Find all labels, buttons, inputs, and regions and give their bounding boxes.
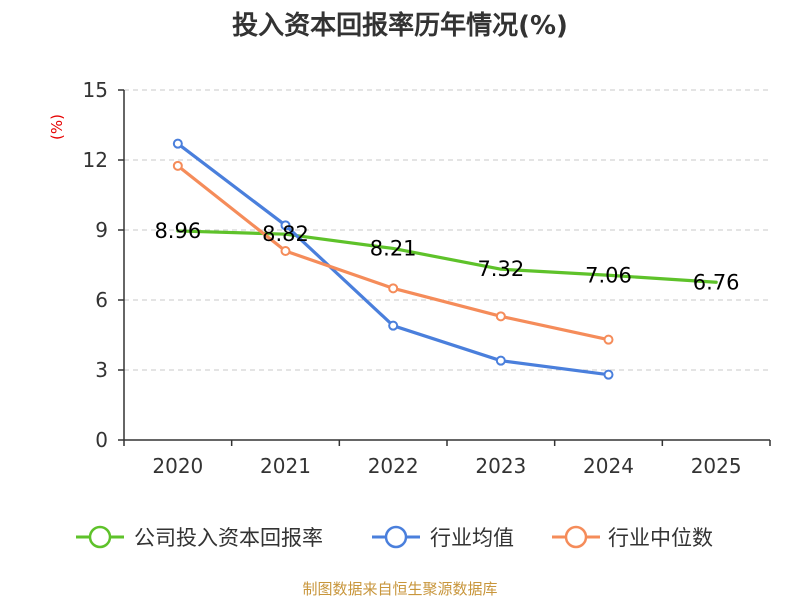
- series-line-0: [176, 229, 718, 284]
- legend[interactable]: 公司投入资本回报率 行业均值 行业中位数: [76, 525, 713, 550]
- x-tick-label: 2022: [368, 454, 419, 478]
- series-point-1: [172, 138, 183, 149]
- grid: [124, 89, 770, 371]
- series-point-1: [280, 220, 291, 231]
- legend-marker: [384, 525, 408, 549]
- x-tick-label: 2024: [583, 454, 634, 478]
- y-tick-label: 6: [95, 288, 108, 312]
- legend-item-1[interactable]: 行业均值: [372, 525, 514, 550]
- x-tick-label: 2025: [691, 454, 742, 478]
- data-label: 7.06: [585, 263, 632, 287]
- series-point-1: [603, 369, 614, 380]
- y-axis-unit: (%): [48, 114, 66, 140]
- legend-label: 行业中位数: [608, 526, 713, 550]
- y-tick-label: 9: [95, 218, 108, 242]
- y-tick-label: 0: [95, 428, 108, 452]
- axes: 0 3 6 9 12 15 2020 2021 2022 2023 2024 2025: [83, 78, 771, 478]
- data-label: 7.32: [477, 257, 524, 281]
- data-label: 8.96: [154, 219, 201, 243]
- legend-label: 公司投入资本回报率: [134, 526, 323, 550]
- data-labels: 8.96 8.82 8.21 7.32 7.06 6.76: [154, 219, 739, 294]
- y-tick-label: 12: [83, 148, 108, 172]
- series-point-2: [495, 311, 506, 322]
- series-point-2: [172, 160, 183, 171]
- series-point-2: [280, 246, 291, 256]
- legend-marker: [564, 525, 588, 549]
- series-point-1: [495, 355, 506, 366]
- x-tick-label: 2021: [260, 454, 311, 478]
- series-point-1: [388, 320, 399, 331]
- series-point-2: [388, 283, 399, 294]
- legend-item-2[interactable]: 行业中位数: [552, 525, 713, 550]
- data-label: 8.82: [262, 222, 309, 246]
- x-tick-label: 2023: [475, 454, 526, 478]
- legend-item-0[interactable]: 公司投入资本回报率: [76, 525, 323, 550]
- x-tick-label: 2020: [152, 454, 203, 478]
- series: [172, 138, 718, 380]
- source-note: 制图数据来自恒生聚源数据库: [302, 580, 497, 598]
- legend-label: 行业均值: [430, 526, 514, 550]
- data-label: 6.76: [693, 270, 740, 294]
- y-tick-label: 3: [95, 358, 108, 382]
- legend-marker: [88, 525, 112, 549]
- series-point-2: [603, 334, 614, 345]
- data-label: 8.21: [370, 236, 417, 260]
- y-tick-label: 15: [83, 78, 108, 102]
- chart-title: 投入资本回报率历年情况(%): [232, 10, 568, 41]
